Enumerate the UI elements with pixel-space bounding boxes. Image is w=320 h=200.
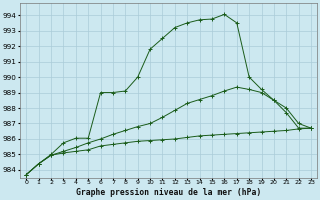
X-axis label: Graphe pression niveau de la mer (hPa): Graphe pression niveau de la mer (hPa) [76, 188, 261, 197]
